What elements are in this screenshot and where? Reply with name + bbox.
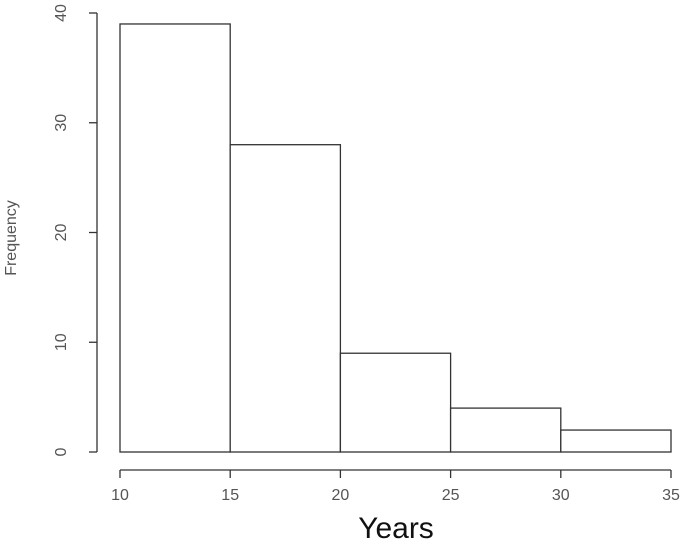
bar <box>449 407 562 453</box>
x-tick-label: 15 <box>221 487 239 504</box>
y-tick-label: 10 <box>53 333 70 351</box>
x-tick-label: 35 <box>662 487 680 504</box>
y-tick-label: 40 <box>53 4 70 22</box>
y-tick-label: 20 <box>53 224 70 242</box>
y-tick-label: 30 <box>53 114 70 132</box>
x-axis-label: Years <box>358 512 434 544</box>
bar <box>229 144 342 453</box>
x-tick-label: 30 <box>552 487 570 504</box>
x-tick-label: 10 <box>111 487 129 504</box>
x-tick-label: 25 <box>442 487 460 504</box>
y-tick-label: 0 <box>53 447 70 456</box>
y-axis-label: Frequency <box>3 200 20 276</box>
bar <box>119 23 231 453</box>
bar <box>560 429 672 453</box>
x-tick-label: 20 <box>332 487 350 504</box>
bar <box>339 352 452 453</box>
